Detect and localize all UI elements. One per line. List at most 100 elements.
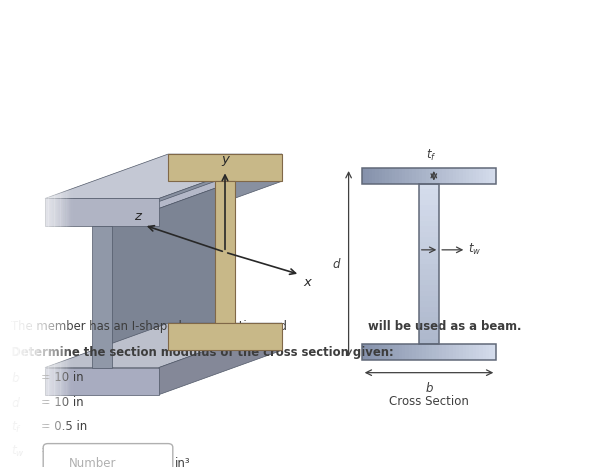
Text: = 10 in: = 10 in xyxy=(37,396,84,409)
Bar xyxy=(425,344,429,360)
Polygon shape xyxy=(159,323,282,395)
Bar xyxy=(368,168,372,184)
Bar xyxy=(493,344,496,360)
Text: $d$: $d$ xyxy=(11,396,20,410)
Bar xyxy=(419,216,439,221)
Bar xyxy=(419,328,439,333)
Bar xyxy=(446,168,449,184)
Text: $t_f$: $t_f$ xyxy=(425,148,436,163)
Bar xyxy=(469,168,473,184)
Bar xyxy=(490,168,493,184)
Polygon shape xyxy=(45,198,159,226)
Bar xyxy=(439,168,442,184)
Bar xyxy=(419,269,439,275)
Bar xyxy=(419,301,439,307)
Bar xyxy=(493,168,496,184)
Bar xyxy=(382,344,385,360)
Bar xyxy=(385,168,389,184)
Bar xyxy=(406,168,409,184)
Text: Cross Section: Cross Section xyxy=(389,395,469,408)
Bar xyxy=(389,168,392,184)
Bar xyxy=(419,232,439,237)
Bar xyxy=(419,323,439,328)
Polygon shape xyxy=(215,181,235,323)
Text: $b$: $b$ xyxy=(11,371,20,385)
Bar xyxy=(459,344,463,360)
Bar xyxy=(419,199,439,205)
Bar xyxy=(419,184,439,344)
Bar xyxy=(379,344,382,360)
Text: Determine the section modulus of the cross section given:: Determine the section modulus of the cro… xyxy=(11,347,394,360)
Bar xyxy=(399,168,402,184)
Bar xyxy=(375,344,379,360)
Text: $b$: $b$ xyxy=(425,381,433,395)
Bar xyxy=(409,344,412,360)
Bar xyxy=(395,168,399,184)
Bar xyxy=(490,344,493,360)
Polygon shape xyxy=(45,323,282,368)
Bar xyxy=(362,344,365,360)
Bar xyxy=(446,344,449,360)
Text: $t_w$: $t_w$ xyxy=(468,242,481,257)
Bar xyxy=(466,168,469,184)
Bar xyxy=(473,168,476,184)
Text: in³: in³ xyxy=(175,457,191,467)
Bar xyxy=(362,168,496,184)
Polygon shape xyxy=(112,181,235,368)
Polygon shape xyxy=(168,154,282,181)
Polygon shape xyxy=(45,154,282,198)
Text: y: y xyxy=(221,153,229,166)
Bar xyxy=(419,339,439,344)
Text: $t_w$: $t_w$ xyxy=(11,444,25,459)
Bar xyxy=(409,168,412,184)
Polygon shape xyxy=(45,368,159,395)
Bar xyxy=(402,344,406,360)
Bar xyxy=(419,344,422,360)
Bar xyxy=(419,248,439,253)
Bar xyxy=(382,168,385,184)
Bar xyxy=(419,242,439,248)
Bar xyxy=(419,210,439,216)
Bar xyxy=(362,168,365,184)
Bar xyxy=(368,344,372,360)
Bar xyxy=(419,312,439,318)
Text: x: x xyxy=(303,276,311,290)
Bar xyxy=(479,168,483,184)
Bar xyxy=(456,344,459,360)
Bar xyxy=(362,344,496,360)
Text: Number: Number xyxy=(69,457,116,467)
Bar xyxy=(429,344,433,360)
Bar xyxy=(433,344,436,360)
Text: z: z xyxy=(134,210,141,223)
Bar xyxy=(459,168,463,184)
Bar xyxy=(466,344,469,360)
Bar xyxy=(419,275,439,280)
Bar xyxy=(419,194,439,199)
Polygon shape xyxy=(159,154,282,226)
Bar xyxy=(412,344,416,360)
Bar xyxy=(442,168,446,184)
Bar xyxy=(419,253,439,259)
Bar xyxy=(469,344,473,360)
Bar xyxy=(419,226,439,232)
Bar xyxy=(422,168,425,184)
Bar xyxy=(372,168,375,184)
Text: The member has an I-shaped cross section and: The member has an I-shaped cross section… xyxy=(11,320,290,333)
Bar xyxy=(456,168,459,184)
Bar xyxy=(419,205,439,210)
Bar xyxy=(442,344,446,360)
Bar xyxy=(395,344,399,360)
Bar xyxy=(419,259,439,264)
Bar xyxy=(379,168,382,184)
Polygon shape xyxy=(92,226,112,368)
Bar xyxy=(392,344,395,360)
Bar xyxy=(436,344,439,360)
Bar xyxy=(419,296,439,301)
Bar xyxy=(463,344,466,360)
Text: will be used as a beam.: will be used as a beam. xyxy=(368,320,521,333)
Bar xyxy=(429,168,433,184)
Text: $d$: $d$ xyxy=(332,257,341,271)
Bar xyxy=(419,290,439,296)
Bar xyxy=(406,344,409,360)
Text: $t_f$: $t_f$ xyxy=(11,420,22,435)
